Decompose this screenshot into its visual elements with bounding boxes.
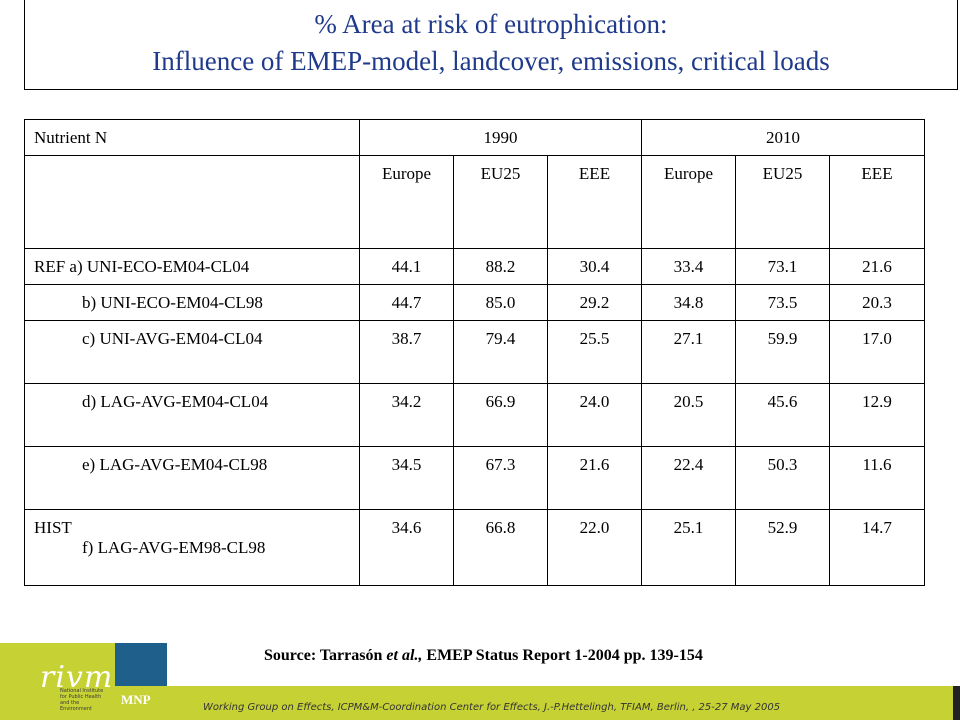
region-header: Europe xyxy=(641,155,736,249)
page-subtitle: Influence of EMEP-model, landcover, emis… xyxy=(152,46,830,76)
table-row: e) LAG-AVG-EM04-CL98 34.5 67.3 21.6 22.4… xyxy=(24,446,925,510)
table-cell: 27.1 xyxy=(641,320,736,384)
region-header: EEE xyxy=(829,155,925,249)
table-cell: 34.6 xyxy=(359,509,454,586)
table-cell: 34.8 xyxy=(641,284,736,321)
footer-text: Working Group on Effects, ICPM&M-Coordin… xyxy=(203,702,781,713)
table-cell: 67.3 xyxy=(453,446,548,510)
source-citation: Source: Tarrasón et al., EMEP Status Rep… xyxy=(264,647,703,665)
region-header: EU25 xyxy=(453,155,548,249)
table-row: d) LAG-AVG-EM04-CL04 34.2 66.9 24.0 20.5… xyxy=(24,383,925,447)
table-cell: 17.0 xyxy=(829,320,925,384)
source-prefix: Source: Tarrasón xyxy=(264,647,387,664)
table-cell: 20.5 xyxy=(641,383,736,447)
source-suffix: EMEP Status Report 1-2004 pp. 139-154 xyxy=(422,647,703,664)
table-cell: 11.6 xyxy=(829,446,925,510)
eutrophication-table: Nutrient N 1990 2010 Europe EU25 EEE Eur… xyxy=(24,119,925,586)
table-cell: 25.1 xyxy=(641,509,736,586)
table-cell: 66.9 xyxy=(453,383,548,447)
table-cell: 25.5 xyxy=(547,320,642,384)
region-header: EU25 xyxy=(735,155,830,249)
rivm-logo-block xyxy=(0,643,115,720)
table-row: b) UNI-ECO-EM04-CL98 44.7 85.0 29.2 34.8… xyxy=(24,284,925,321)
table-cell: 12.9 xyxy=(829,383,925,447)
row-label: d) LAG-AVG-EM04-CL04 xyxy=(24,383,360,447)
table-cell: 44.7 xyxy=(359,284,454,321)
page-title: % Area at risk of eutrophication: xyxy=(314,9,668,39)
table-cell: 66.8 xyxy=(453,509,548,586)
row-label: e) LAG-AVG-EM04-CL98 xyxy=(24,446,360,510)
rivm-logo: rivm xyxy=(40,660,114,695)
table-cell: 44.1 xyxy=(359,248,454,285)
table-cell: 22.4 xyxy=(641,446,736,510)
rivm-tagline: National Institute for Public Health and… xyxy=(60,688,104,712)
table-cell: 34.2 xyxy=(359,383,454,447)
table-cell: 14.7 xyxy=(829,509,925,586)
table-cell: 20.3 xyxy=(829,284,925,321)
table-row: HIST f) LAG-AVG-EM98-CL98 34.6 66.8 22.0… xyxy=(24,509,925,586)
mnp-logo: MNP xyxy=(121,692,151,707)
table-cell: 73.1 xyxy=(735,248,830,285)
row-label: HIST f) LAG-AVG-EM98-CL98 xyxy=(24,509,360,586)
row-label-line1: HIST xyxy=(34,518,72,537)
table-cell: 59.9 xyxy=(735,320,830,384)
table-cell: 52.9 xyxy=(735,509,830,586)
table-cell: 29.2 xyxy=(547,284,642,321)
row-label-line2: f) LAG-AVG-EM98-CL98 xyxy=(82,538,266,557)
footer-edge xyxy=(953,686,960,720)
table-cell: 22.0 xyxy=(547,509,642,586)
table-corner-label: Nutrient N xyxy=(24,119,360,156)
table-cell: 34.5 xyxy=(359,446,454,510)
table-row: REF a) UNI-ECO-EM04-CL04 44.1 88.2 30.4 … xyxy=(24,248,925,285)
logo-blue-block xyxy=(115,643,167,686)
table-cell: 50.3 xyxy=(735,446,830,510)
year-header: 2010 xyxy=(641,119,925,156)
table-cell: 88.2 xyxy=(453,248,548,285)
table-cell: 79.4 xyxy=(453,320,548,384)
row-label: REF a) UNI-ECO-EM04-CL04 xyxy=(24,248,360,285)
table-header-row: Nutrient N 1990 2010 xyxy=(24,119,925,156)
table-cell: 73.5 xyxy=(735,284,830,321)
footer-bar xyxy=(115,686,960,720)
empty-cell xyxy=(24,155,360,249)
row-label: c) UNI-AVG-EM04-CL04 xyxy=(24,320,360,384)
table-cell: 21.6 xyxy=(829,248,925,285)
table-cell: 30.4 xyxy=(547,248,642,285)
table-cell: 45.6 xyxy=(735,383,830,447)
table-cell: 85.0 xyxy=(453,284,548,321)
table-cell: 21.6 xyxy=(547,446,642,510)
year-header: 1990 xyxy=(359,119,642,156)
title-box: % Area at risk of eutrophication: Influe… xyxy=(24,0,958,90)
table-cell: 33.4 xyxy=(641,248,736,285)
region-header: Europe xyxy=(359,155,454,249)
source-etal: et al., xyxy=(386,647,423,664)
region-header: EEE xyxy=(547,155,642,249)
row-label: b) UNI-ECO-EM04-CL98 xyxy=(24,284,360,321)
table-cell: 24.0 xyxy=(547,383,642,447)
table-subheader-row: Europe EU25 EEE Europe EU25 EEE xyxy=(24,155,925,249)
table-cell: 38.7 xyxy=(359,320,454,384)
table-row: c) UNI-AVG-EM04-CL04 38.7 79.4 25.5 27.1… xyxy=(24,320,925,384)
